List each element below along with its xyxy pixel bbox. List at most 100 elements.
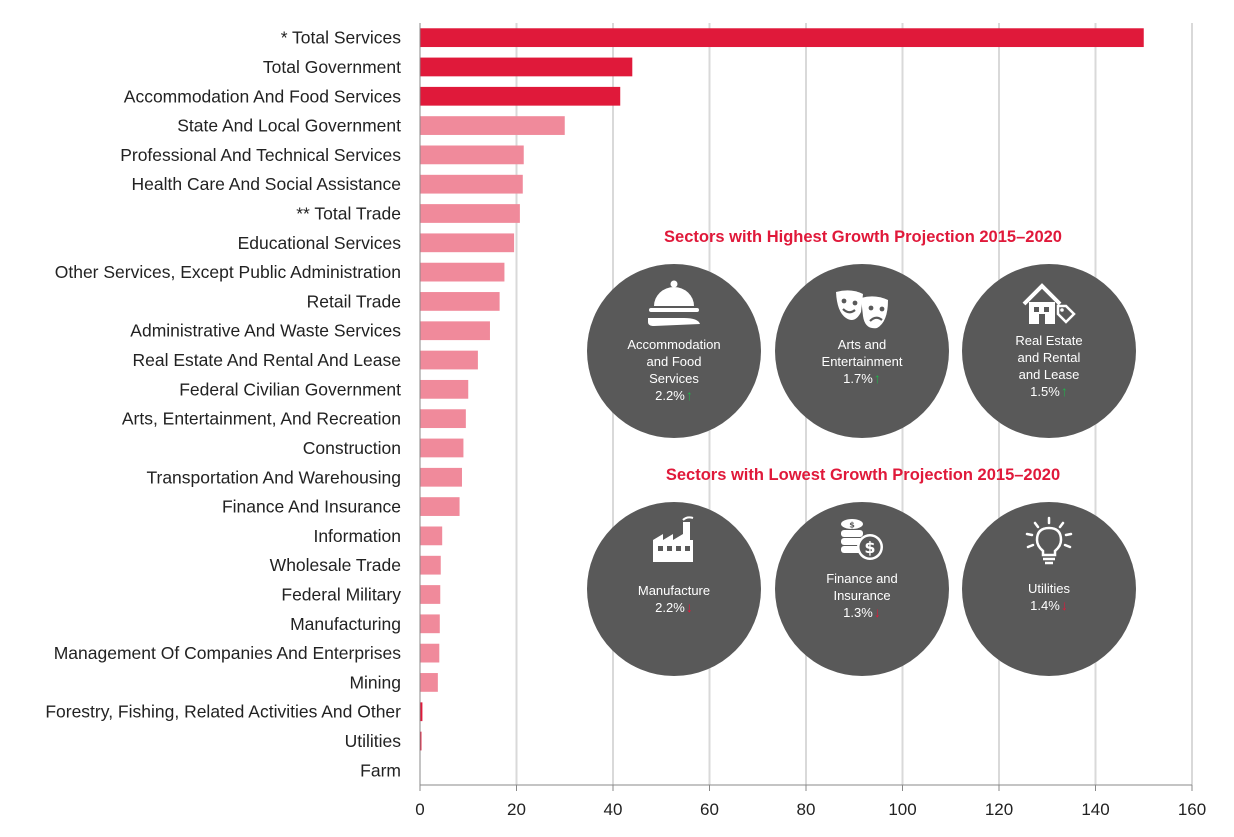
category-label: Other Services, Except Public Administra… [55,262,401,282]
growth-value: 2.2% [655,388,685,403]
category-label: Total Government [263,57,401,77]
growth-value: 2.2% [655,600,685,615]
bar [420,116,565,135]
bar [420,57,633,77]
up-arrow-icon: ↑ [685,387,693,403]
category-label: Real Estate And Rental And Lease [132,350,401,370]
category-label: Wholesale Trade [270,555,401,575]
highest-growth-title: Sectors with Highest Growth Projection 2… [664,228,1062,246]
x-tick-label: 20 [507,800,526,819]
bar [420,467,462,487]
down-arrow-icon: ↓ [685,599,693,615]
bar [420,86,621,106]
bar [420,292,500,311]
bars [420,28,1144,751]
category-label: Federal Civilian Government [179,379,401,399]
svg-text:$: $ [849,521,855,530]
bar [420,145,524,165]
food-cloche-icon [587,278,761,334]
sector-circle-real-estate: Real Estate and Rental and Lease 1.5%↑ [962,264,1136,438]
category-label: Finance And Insurance [222,497,401,517]
sector-label-line: Manufacture [637,583,711,598]
category-label: * Total Services [281,28,402,48]
down-arrow-icon: ↓ [873,604,881,620]
bar [420,585,441,604]
sector-label-line: Insurance [833,588,891,603]
category-label: ** Total Trade [296,204,401,224]
bar [420,204,520,223]
bar [420,497,460,516]
category-label: Accommodation And Food Services [124,86,401,106]
growth-value: 1.4% [1030,598,1060,613]
coins-dollar-icon: $ $ [775,514,949,564]
sector-circle-utilities: Utilities 1.4%↓ [962,502,1136,676]
category-label: Administrative And Waste Services [130,321,401,341]
sector-circle-accommodation: Accommodation and Food Services 2.2%↑ [587,264,761,438]
factory-icon [587,514,761,564]
house-tag-icon [962,282,1136,328]
sector-label-line: Real Estate [1015,333,1083,348]
bar [420,409,466,429]
sector-label-line: and Lease [1018,367,1080,382]
category-label: Mining [349,672,401,692]
sector-label-line: Utilities [1028,581,1070,596]
bar [420,702,423,722]
up-arrow-icon: ↑ [873,370,881,386]
lowest-growth-title: Sectors with Lowest Growth Projection 20… [665,466,1061,484]
bar [420,233,515,253]
category-label: Professional And Technical Services [120,145,401,165]
theater-masks-icon [775,288,949,332]
category-label: Information [313,526,401,546]
sector-circle-arts: Arts and Entertainment 1.7%↑ [775,264,949,438]
sector-label-line: Entertainment [821,354,903,369]
sector-circle-finance: $ $ Finance and Insurance 1.3%↓ [775,502,949,676]
x-tick-label: 160 [1178,800,1206,819]
bar [420,438,464,458]
bar [420,28,1144,48]
growth-value: 1.3% [843,605,873,620]
category-label: Forestry, Fishing, Related Activities An… [45,702,401,722]
category-label: Federal Military [281,585,401,605]
bar [420,731,422,751]
x-tick-label: 0 [415,800,424,819]
bar [420,262,505,282]
bar [420,673,438,692]
bar [420,174,523,194]
growth-value: 1.5% [1030,384,1060,399]
category-label: Health Care And Social Assistance [132,174,401,194]
category-label: Utilities [345,731,402,751]
growth-value: 1.7% [843,371,873,386]
bar [420,614,440,634]
x-tick-label: 120 [985,800,1013,819]
bar [420,526,443,546]
x-tick-label: 40 [604,800,623,819]
lightbulb-icon [962,516,1136,566]
category-label: Transportation And Warehousing [146,467,401,487]
sector-label-line: and Rental [1017,350,1081,365]
x-tick-label: 100 [888,800,916,819]
category-labels: * Total Services Total Government Accommod… [45,28,401,781]
x-tick-label: 80 [797,800,816,819]
category-label: Educational Services [238,233,402,253]
sector-circle-manufacture: Manufacture 2.2%↓ [587,502,761,676]
x-tick-label: 140 [1081,800,1109,819]
down-arrow-icon: ↓ [1060,597,1068,613]
category-label: Manufacturing [290,614,401,634]
category-label: Arts, Entertainment, And Recreation [122,409,401,429]
category-label: Management Of Companies And Enterprises [54,643,402,663]
bar [420,350,478,370]
up-arrow-icon: ↑ [1060,383,1068,399]
bar [420,379,469,399]
bar [420,643,440,663]
category-label: Farm [360,760,401,780]
category-label: Construction [303,438,401,458]
svg-text:$: $ [864,538,875,557]
sector-label-line: Finance and [826,571,898,586]
sector-label-line: Accommodation [627,337,721,352]
bar [420,555,441,575]
sector-label-line: Services [649,371,699,386]
sector-label-line: and Food [646,354,702,369]
x-axis-ticks: 0 20 40 60 80 100 120 140 160 [415,800,1206,819]
x-tick-label: 60 [700,800,719,819]
